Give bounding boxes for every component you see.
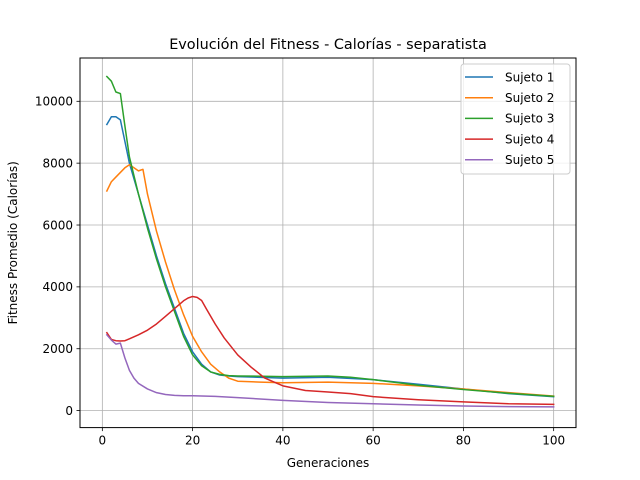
chart-title: Evolución del Fitness - Calorías - separ… xyxy=(169,37,487,53)
legend-label-1: Sujeto 1 xyxy=(505,70,554,84)
y-tick-label: 8000 xyxy=(42,156,73,170)
x-tick-label: 60 xyxy=(365,434,380,448)
legend-label-4: Sujeto 4 xyxy=(505,132,554,146)
series-lines xyxy=(105,75,555,408)
x-tick-label: 100 xyxy=(542,434,565,448)
series-line-3 xyxy=(105,75,555,398)
y-axis-label: Fitness Promedio (Calorías) xyxy=(6,161,20,324)
y-tick-label: 6000 xyxy=(42,218,73,232)
x-tick-label: 40 xyxy=(275,434,290,448)
y-tick-label: 4000 xyxy=(42,280,73,294)
legend-label-3: Sujeto 3 xyxy=(505,112,554,126)
axis-ticks: 0 20 40 60 80 100 0 2000 4000 6000 8000 10000 xyxy=(35,95,565,448)
x-tick-label: 80 xyxy=(456,434,471,448)
y-tick-label: 0 xyxy=(65,404,73,418)
legend: Sujeto 1 Sujeto 2 Sujeto 3 Sujeto 4 Sujeto 5 xyxy=(460,63,571,175)
series-line-2 xyxy=(105,163,555,397)
legend-box xyxy=(460,63,571,175)
series-line-5 xyxy=(105,333,555,408)
series-line-4 xyxy=(105,295,555,406)
y-tick-label: 2000 xyxy=(42,342,73,356)
legend-label-5: Sujeto 5 xyxy=(505,153,554,167)
x-tick-label: 20 xyxy=(185,434,200,448)
x-axis-label: Generaciones xyxy=(287,456,369,470)
legend-label-2: Sujeto 2 xyxy=(505,91,554,105)
plot-frame xyxy=(79,57,577,429)
y-tick-label: 10000 xyxy=(35,95,73,109)
x-tick-label: 0 xyxy=(99,434,107,448)
